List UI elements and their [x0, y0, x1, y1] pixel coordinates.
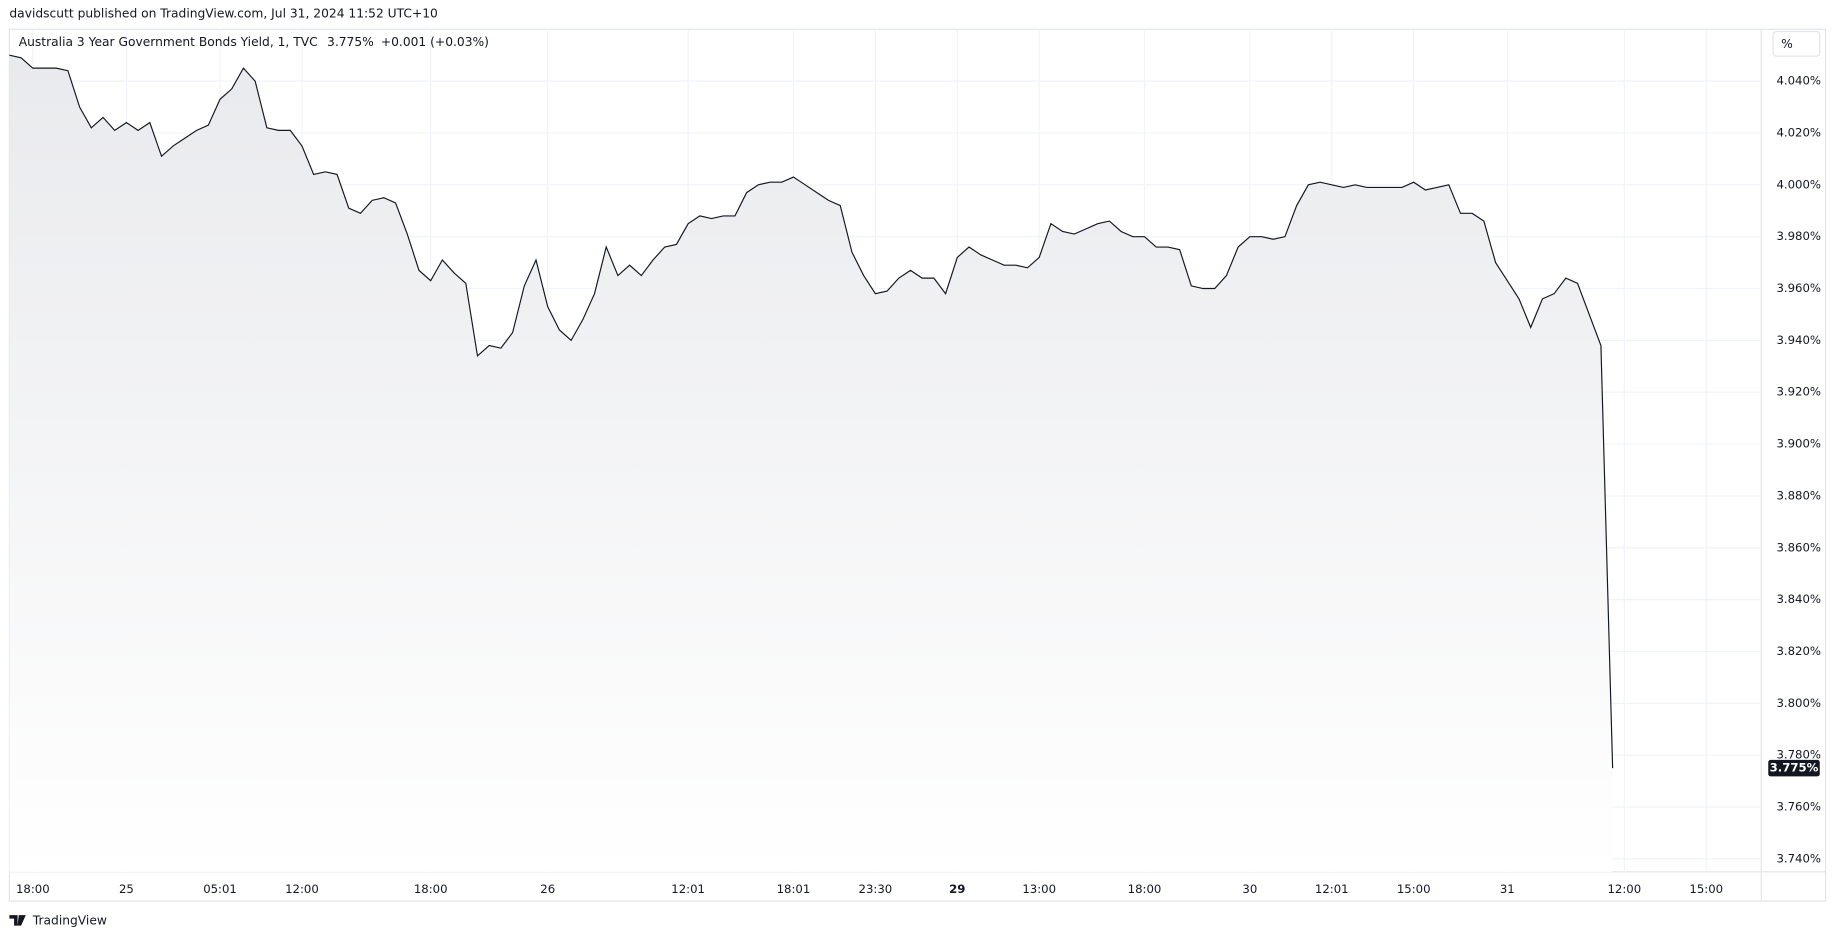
x-tick-label: 12:00	[1607, 882, 1641, 896]
last-price-badge	[1768, 759, 1820, 777]
x-tick-label: 23:30	[859, 882, 893, 896]
chart-frame	[8, 28, 1827, 902]
y-tick-label: 4.020%	[1776, 125, 1821, 139]
y-tick-label: 3.940%	[1776, 333, 1821, 347]
y-tick-label: 3.980%	[1776, 229, 1821, 243]
y-tick-label: 3.880%	[1776, 488, 1821, 502]
unit-button[interactable]	[1772, 31, 1821, 57]
y-tick-label: 3.920%	[1776, 385, 1821, 399]
x-tick-label: 12:00	[285, 882, 319, 896]
legend-title: Australia 3 Year Government Bonds Yield,…	[19, 35, 318, 49]
y-tick-label: 3.840%	[1776, 592, 1821, 606]
y-tick-label: 3.900%	[1776, 437, 1821, 451]
unit-label: %	[1781, 37, 1793, 51]
x-tick-label: 18:00	[1128, 882, 1162, 896]
price-line	[9, 54, 1614, 769]
footer: TradingView	[32, 913, 107, 927]
x-tick-label: 31	[1500, 882, 1515, 896]
x-tick-label: 30	[1242, 882, 1257, 896]
header: davidscutt published on TradingView.com,…	[9, 7, 437, 21]
y-tick-label: 3.860%	[1776, 540, 1821, 554]
x-tick-label: 25	[119, 882, 134, 896]
last-price-label: 3.775%	[1770, 761, 1819, 775]
y-tick-label: 3.740%	[1776, 851, 1821, 865]
x-tick-label: 18:00	[16, 882, 50, 896]
y-tick-label: 3.820%	[1776, 644, 1821, 658]
y-tick-label: 3.780%	[1776, 748, 1821, 762]
area-fill	[9, 55, 1613, 872]
x-tick-label: 12:01	[671, 882, 705, 896]
x-tick-label: 29	[949, 882, 965, 896]
x-tick-label: 18:00	[414, 882, 448, 896]
y-tick-label: 4.040%	[1776, 74, 1821, 88]
x-tick-label: 15:00	[1397, 882, 1431, 896]
y-tick-label: 3.960%	[1776, 281, 1821, 295]
legend-change: +0.001 (+0.03%)	[381, 35, 489, 49]
x-tick-label: 12:01	[1315, 882, 1349, 896]
y-tick-label: 3.800%	[1776, 696, 1821, 710]
legend: Australia 3 Year Government Bonds Yield,…	[19, 35, 489, 49]
x-tick-label: 05:01	[203, 882, 237, 896]
legend-last: 3.775%	[327, 35, 374, 49]
x-tick-label: 15:00	[1689, 882, 1723, 896]
x-tick-label: 26	[540, 882, 555, 896]
y-tick-label: 4.000%	[1776, 177, 1821, 191]
axes: 3.740% 3.760% 3.780% 3.800% 3.820% 3.840% 3.86…	[16, 74, 1821, 896]
plot	[9, 54, 1614, 872]
footer-logo	[9, 915, 26, 926]
y-tick-label: 3.760%	[1776, 800, 1821, 814]
x-tick-label: 18:01	[777, 882, 811, 896]
x-tick-label: 13:00	[1022, 882, 1056, 896]
